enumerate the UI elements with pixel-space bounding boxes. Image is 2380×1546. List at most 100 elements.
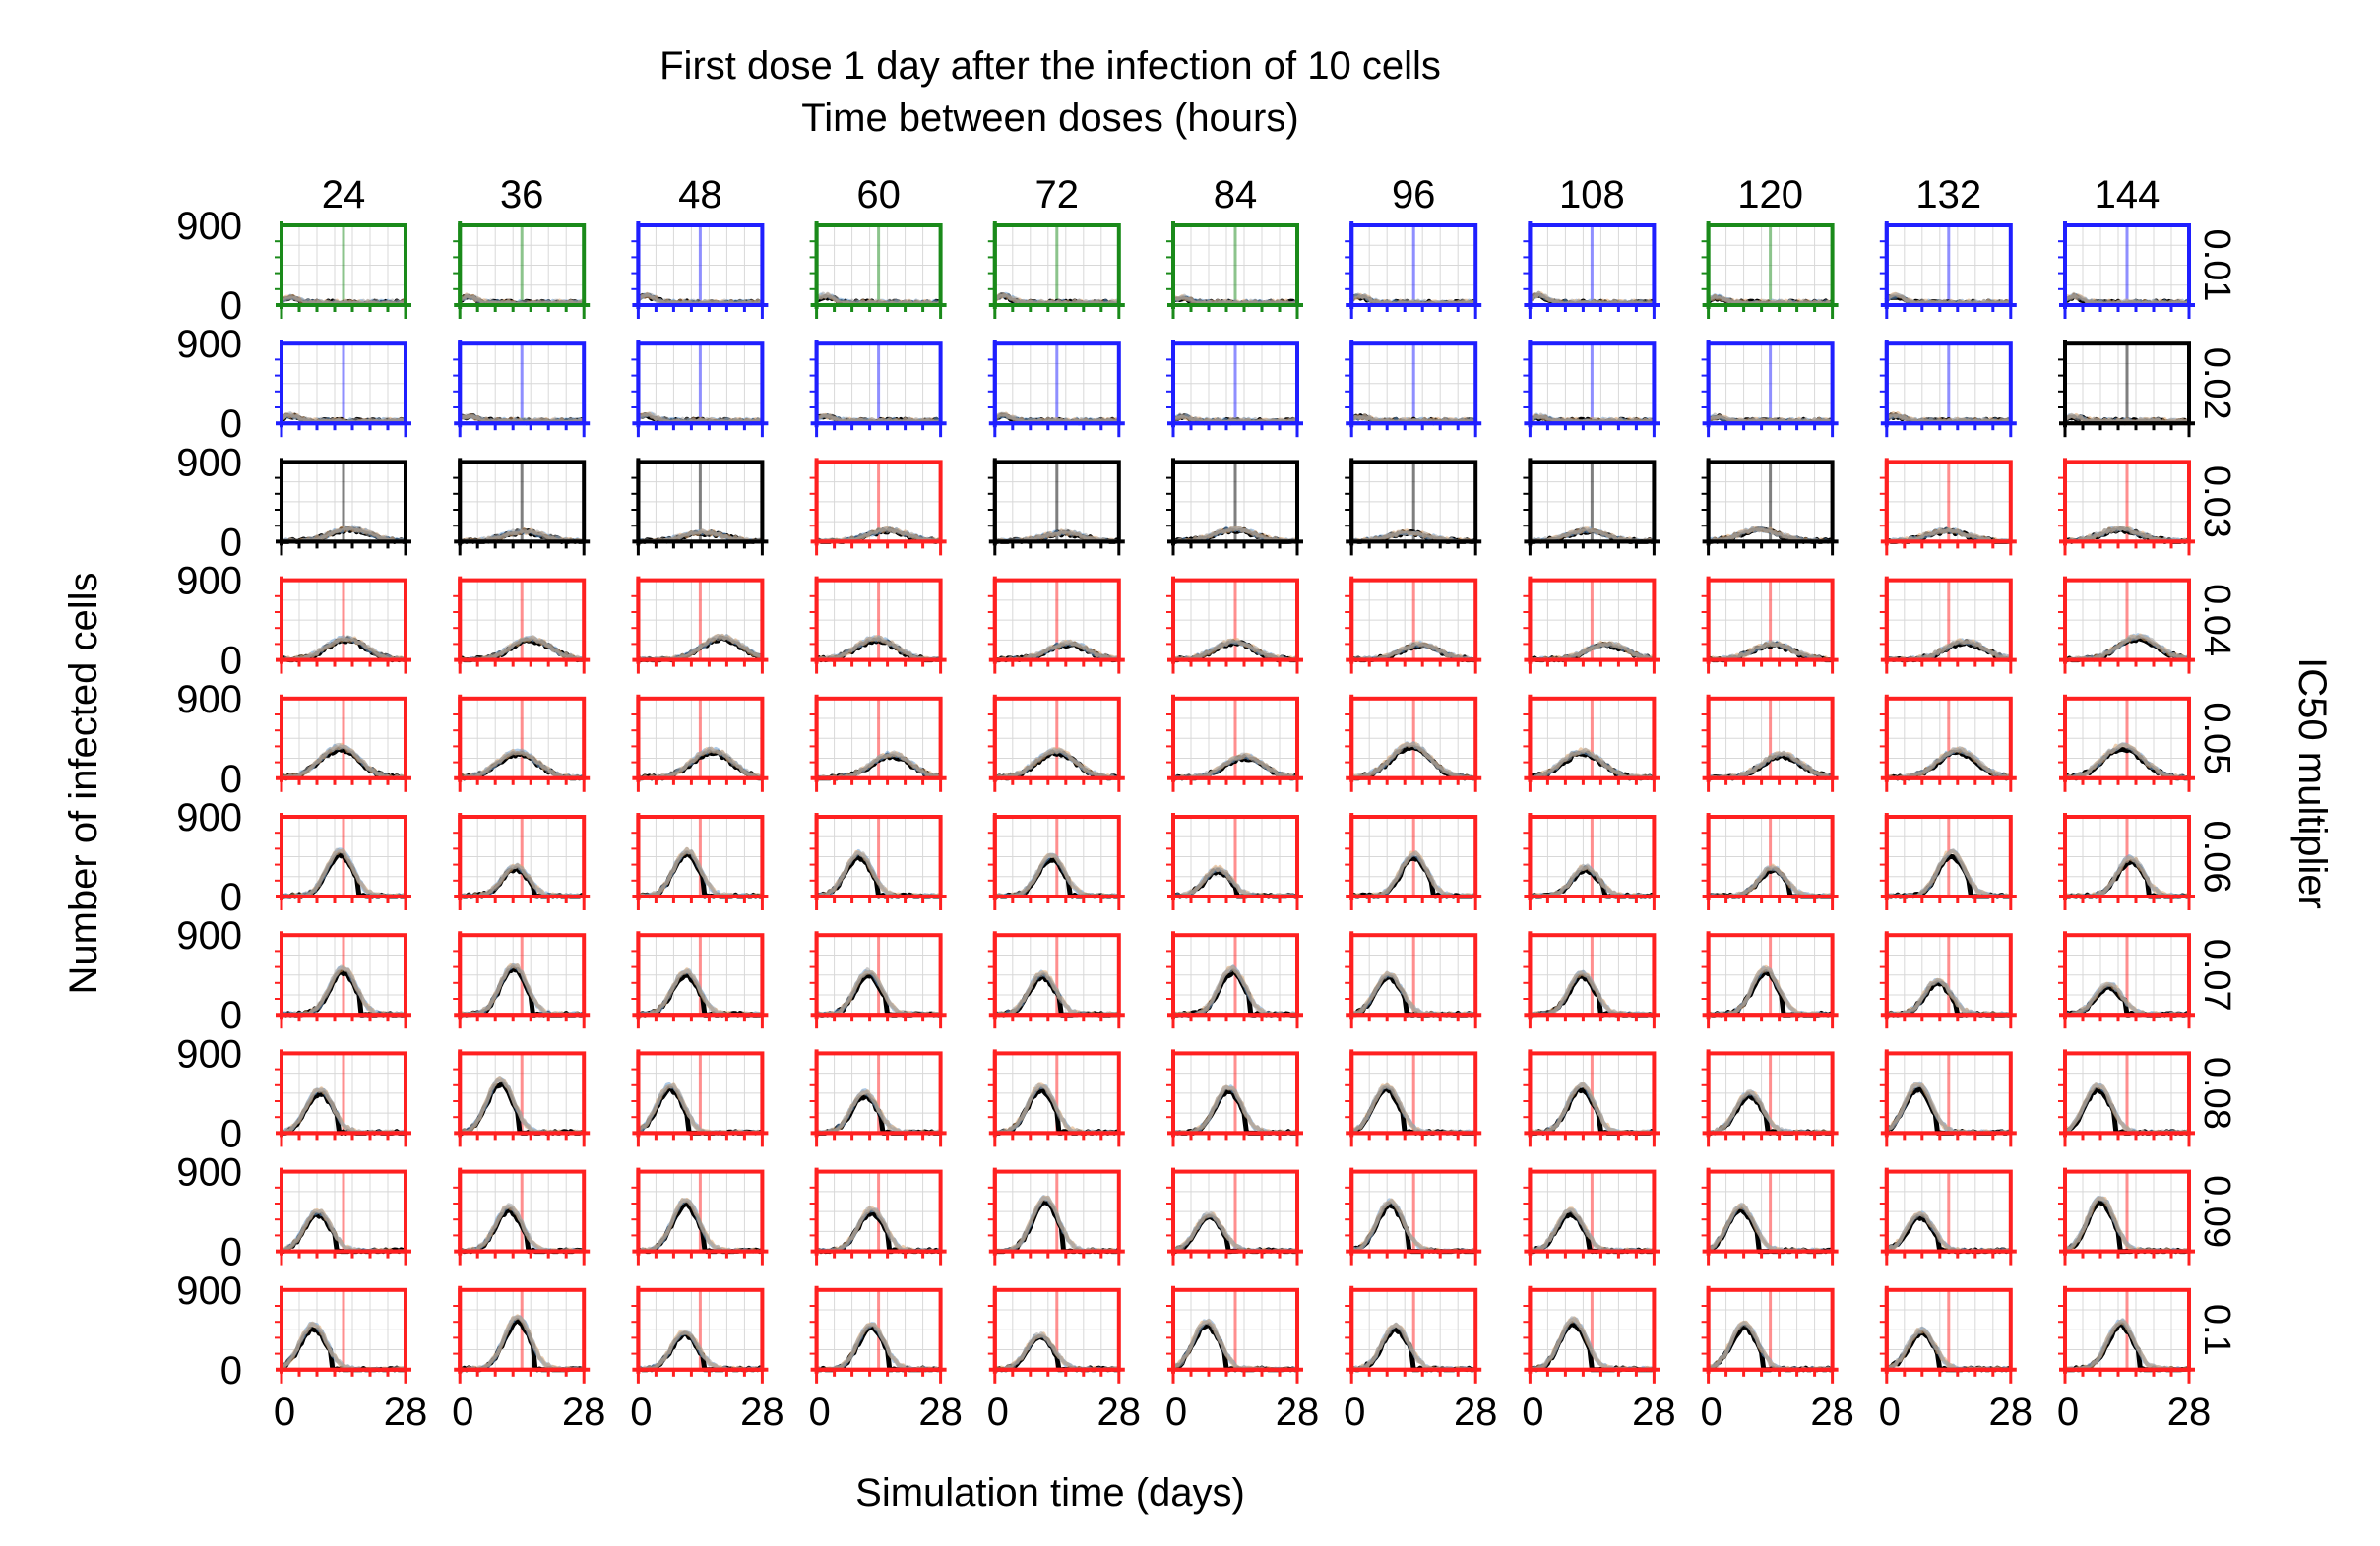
x-tick-label: 0 [1165,1391,1187,1434]
y-tick-label: 900 [176,1032,242,1076]
y-tick-label: 0 [220,1231,242,1274]
series-line-replicate-gray [2065,742,2190,780]
x-tick-label: 28 [2167,1391,2212,1434]
subplot-panel [809,694,947,792]
subplot-panel [275,576,411,674]
subplot-panel [631,458,769,556]
row-label: 0.03 [2196,465,2237,538]
row-label: 0.05 [2196,702,2237,774]
row-label: 0.01 [2196,229,2237,302]
subplot-panel [453,1167,591,1266]
column-header: 108 [1559,173,1625,216]
series-line-replicate-gray [994,747,1120,780]
subplot-panel [1523,813,1660,910]
subplot-panel [987,221,1125,319]
series-line-replicate-gray [1885,746,2012,780]
series-line-replicate-gray [1350,413,1477,425]
column-header: 60 [856,173,901,216]
subplot-panel [987,813,1125,910]
subplot-panel [1701,813,1839,910]
y-tick-label: 0 [220,876,242,919]
subplot-panel [1523,1167,1660,1266]
subplot-panel [987,576,1125,674]
y-tick-label: 900 [176,205,242,248]
y-axis-label: Number of infected cells [62,572,105,994]
x-tick-label: 0 [630,1391,652,1434]
x-tick-label: 28 [1097,1391,1142,1434]
series-line-replicate-gray [2065,634,2190,662]
subplot-panel [631,1167,769,1266]
row-label: 0.09 [2196,1175,2237,1248]
subplot-panel [1166,340,1303,438]
subplot-panel [1701,221,1839,319]
subplot-panel [1879,458,2017,556]
y-tick-label: 0 [220,284,242,328]
subplot-panel [987,1049,1125,1147]
subplot-panel [1879,931,2017,1029]
subplot-panel [1701,576,1839,674]
column-header: 72 [1035,173,1080,216]
row-label: 0.08 [2196,1057,2237,1130]
subplot-panel [1345,1049,1482,1147]
subplot-panel [1701,1049,1839,1147]
column-header: 132 [1915,173,1981,216]
x-tick-label: 28 [1276,1391,1320,1434]
subplot-panel [1523,458,1660,556]
column-header: 96 [1392,173,1436,216]
subplot-panel [1345,1285,1482,1384]
subplot-panel [1345,576,1482,674]
subplot-panel [1166,1049,1303,1147]
subplot-panel [1879,1049,2017,1147]
x-tick-label: 0 [1522,1391,1543,1434]
subplot-panel [2058,931,2195,1029]
subplot-panel [631,221,769,319]
y-tick-label: 0 [220,1112,242,1155]
subplot-panel [2058,1285,2195,1384]
series-line-replicate-gray [815,291,942,307]
subplot-panel [1879,694,2017,792]
x-tick-label: 0 [1344,1391,1365,1434]
row-label: 0.1 [2196,1304,2237,1356]
subplot-panel [2058,221,2195,319]
subplot-panel [1523,694,1660,792]
subplot-panel [275,1167,411,1266]
y-tick-label: 0 [220,402,242,446]
subplot-panel [453,694,591,792]
subplot-panel [631,1285,769,1384]
x-tick-label: 0 [808,1391,830,1434]
subplot-panel [1523,1285,1660,1384]
subplot-panel [1879,1167,2017,1266]
subplot-panel [631,931,769,1029]
subplot-panel [275,931,411,1029]
subplot-panel [453,1285,591,1384]
series-line-replicate-gray [1172,412,1298,425]
subplot-panel [2058,1049,2195,1147]
y-tick-label: 900 [176,1151,242,1195]
subplot-panel [1345,221,1482,319]
x-tick-label: 0 [987,1391,1009,1434]
column-header: 144 [2095,173,2161,216]
row-label: 0.06 [2196,821,2237,894]
subplot-panel [2058,458,2195,556]
subplot-panel [1879,813,2017,910]
subplot-panel [1345,458,1482,556]
subplot-panel [1879,340,2017,438]
x-tick-label: 0 [2057,1391,2079,1434]
subplot-panel [987,1285,1125,1384]
subplot-panel [1879,1285,2017,1384]
y-tick-label: 0 [220,758,242,801]
subplot-panel [453,221,591,319]
subplot-panel [987,340,1125,438]
subplot-panel [1701,931,1839,1029]
subplot-panel [275,694,411,792]
chart-subtitle: Time between doses (hours) [801,96,1298,140]
subplot-panel [275,221,411,319]
column-header: 120 [1737,173,1803,216]
subplot-panel [809,340,947,438]
subplot-panel [1701,458,1839,556]
x-tick-label: 28 [562,1391,606,1434]
x-tick-label: 0 [452,1391,473,1434]
subplot-panel [275,1285,411,1384]
subplot-panel [1879,576,2017,674]
subplot-panel [1701,340,1839,438]
